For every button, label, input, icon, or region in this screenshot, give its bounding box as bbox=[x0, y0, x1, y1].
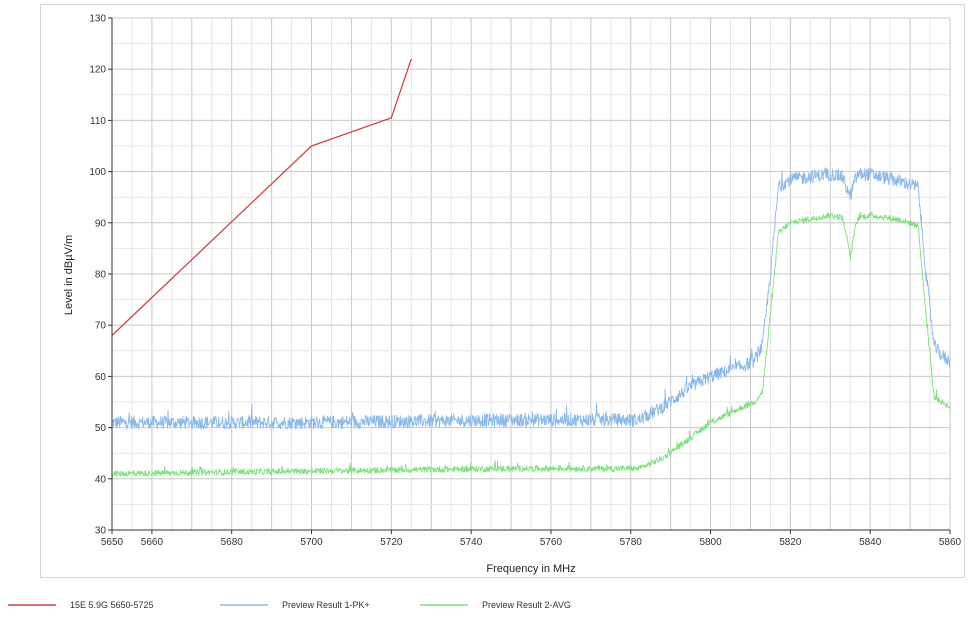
y-tick-label: 60 bbox=[95, 372, 107, 383]
y-tick-label: 30 bbox=[95, 526, 107, 537]
chart-axes bbox=[108, 17, 951, 534]
series-line-2 bbox=[111, 167, 951, 430]
y-tick-label: 70 bbox=[95, 321, 107, 332]
x-tick-label: 5800 bbox=[699, 537, 722, 548]
legend: 15E 5.9G 5650-5725 Preview Result 1-PK+ Pr… bbox=[8, 600, 571, 610]
series-line-1 bbox=[111, 58, 412, 336]
x-tick-label: 5820 bbox=[779, 537, 802, 548]
y-tick-label: 130 bbox=[89, 14, 106, 25]
x-axis-label: Frequency in MHz bbox=[486, 563, 575, 575]
x-tick-label: 5740 bbox=[460, 537, 483, 548]
chart-grid bbox=[111, 17, 951, 531]
y-tick-label: 40 bbox=[95, 474, 107, 485]
x-tick-label: 5780 bbox=[620, 537, 643, 548]
x-tick-label: 5650 bbox=[101, 537, 124, 548]
y-tick-label: 50 bbox=[95, 423, 107, 434]
series-layer bbox=[111, 58, 951, 477]
y-tick-label: 110 bbox=[90, 116, 106, 127]
legend-label: Preview Result 1-PK+ bbox=[282, 600, 370, 610]
x-tick-label: 5660 bbox=[141, 537, 164, 548]
y-tick-label: 100 bbox=[89, 167, 106, 178]
x-tick-label: 5700 bbox=[300, 537, 323, 548]
x-tick-label: 5720 bbox=[380, 537, 403, 548]
y-tick-label: 80 bbox=[95, 270, 107, 281]
y-axis-label: Level in dBµV/m bbox=[63, 235, 75, 315]
tick-labels: 30 40 50 60 70 80 90 100 110 120 130 5650 5660 5680 57… bbox=[89, 14, 961, 549]
chart-frame bbox=[40, 4, 965, 578]
series-line-3 bbox=[111, 211, 951, 477]
x-tick-label: 5840 bbox=[859, 537, 882, 548]
legend-label: Preview Result 2-AVG bbox=[482, 600, 571, 610]
y-tick-label: 90 bbox=[95, 218, 107, 229]
y-tick-label: 120 bbox=[89, 65, 106, 76]
legend-label: 15E 5.9G 5650-5725 bbox=[70, 600, 154, 610]
x-tick-label: 5860 bbox=[939, 537, 962, 548]
x-tick-label: 5760 bbox=[540, 537, 563, 548]
x-tick-label: 5680 bbox=[221, 537, 244, 548]
